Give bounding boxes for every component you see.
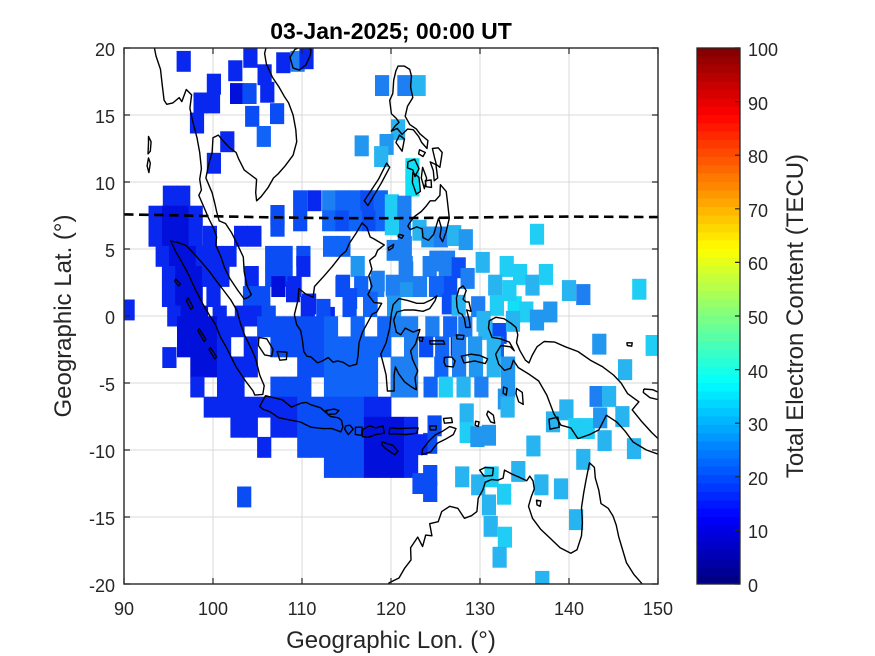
svg-text:100: 100 — [748, 40, 778, 60]
svg-text:20: 20 — [95, 40, 115, 60]
svg-text:Total Electron Content (TECU): Total Electron Content (TECU) — [782, 154, 809, 478]
svg-text:60: 60 — [748, 254, 768, 274]
svg-text:03-Jan-2025; 00:00 UT: 03-Jan-2025; 00:00 UT — [270, 18, 512, 44]
svg-text:Geographic Lat. (°): Geographic Lat. (°) — [50, 214, 77, 417]
svg-text:5: 5 — [105, 241, 115, 261]
svg-text:30: 30 — [748, 415, 768, 435]
svg-text:70: 70 — [748, 201, 768, 221]
svg-text:-5: -5 — [99, 375, 115, 395]
svg-text:Geographic Lon. (°): Geographic Lon. (°) — [286, 627, 496, 654]
svg-text:10: 10 — [95, 174, 115, 194]
svg-text:20: 20 — [748, 469, 768, 489]
svg-text:90: 90 — [748, 94, 768, 114]
svg-text:50: 50 — [748, 308, 768, 328]
svg-text:150: 150 — [643, 599, 673, 619]
svg-text:0: 0 — [105, 308, 115, 328]
svg-text:-15: -15 — [89, 509, 115, 529]
svg-text:130: 130 — [465, 599, 495, 619]
svg-text:10: 10 — [748, 522, 768, 542]
svg-text:80: 80 — [748, 147, 768, 167]
svg-text:0: 0 — [748, 576, 758, 596]
svg-text:110: 110 — [288, 599, 317, 619]
svg-text:90: 90 — [114, 599, 134, 619]
svg-text:120: 120 — [376, 599, 406, 619]
svg-text:100: 100 — [198, 599, 228, 619]
svg-text:-20: -20 — [89, 576, 115, 596]
svg-text:15: 15 — [95, 107, 115, 127]
svg-text:40: 40 — [748, 362, 768, 382]
svg-text:-10: -10 — [89, 442, 115, 462]
svg-text:140: 140 — [554, 599, 584, 619]
